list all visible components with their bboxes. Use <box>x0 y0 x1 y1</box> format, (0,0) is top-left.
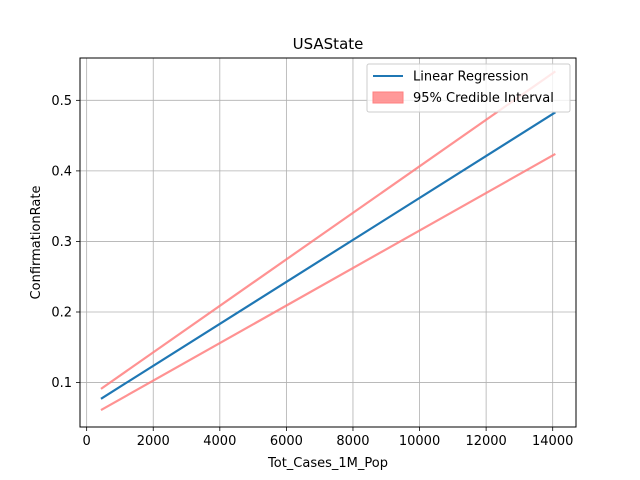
regression-line <box>100 111 556 400</box>
legend-label-credible-interval: 95% Credible Interval <box>413 91 554 106</box>
credible-interval-upper <box>100 70 556 390</box>
chart-title: USAState <box>293 35 364 53</box>
x-tick-label: 8000 <box>336 434 369 449</box>
legend: Linear Regression 95% Credible Interval <box>366 63 571 113</box>
axes-frame <box>79 57 577 428</box>
ticks: 0 2000 4000 6000 8000 10000 12000 14000 0.1 0.2 0.… <box>51 94 573 449</box>
x-tick-label: 12000 <box>465 434 506 449</box>
grid <box>80 58 576 427</box>
y-tick-label: 0.4 <box>51 164 72 179</box>
x-tick-label: 14000 <box>532 434 573 449</box>
x-axis-title: Tot_Cases_1M_Pop <box>267 456 388 471</box>
y-tick-label: 0.3 <box>51 235 72 250</box>
plot-content <box>100 70 556 412</box>
y-axis-title: ConfirmationRate <box>29 186 44 300</box>
y-tick-label: 0.2 <box>51 305 72 320</box>
x-tick-label: 0 <box>83 434 91 449</box>
legend-label-linear-regression: Linear Regression <box>413 70 529 85</box>
y-tick-label: 0.1 <box>51 376 72 391</box>
y-tick-label: 0.5 <box>51 94 72 109</box>
legend-swatch-credible-interval <box>372 91 404 104</box>
x-tick-label: 4000 <box>203 434 236 449</box>
x-tick-label: 10000 <box>399 434 440 449</box>
x-tick-label: 2000 <box>137 434 170 449</box>
x-tick-label: 6000 <box>270 434 303 449</box>
legend-box <box>366 63 571 113</box>
credible-interval-lower <box>100 152 556 412</box>
